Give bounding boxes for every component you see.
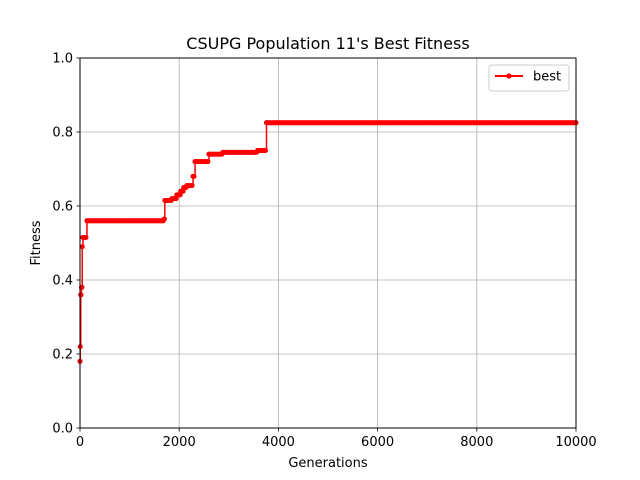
y-tick-label: 0.4 <box>52 274 73 289</box>
data-point <box>192 159 198 165</box>
data-point <box>78 292 84 298</box>
x-axis: 0 2000 4000 6000 8000 10000 <box>76 428 597 450</box>
data-point <box>79 244 85 250</box>
data-point <box>84 218 90 224</box>
chart-title: CSUPG Population 11's Best Fitness <box>186 34 469 53</box>
y-axis-label: Fitness <box>29 220 44 265</box>
data-point <box>178 188 184 194</box>
series-line-best <box>79 122 576 363</box>
legend: best <box>488 64 570 92</box>
x-tick-label: 0 <box>76 435 84 450</box>
data-point <box>189 183 195 189</box>
legend-label-best: best <box>533 70 561 85</box>
x-axis-label: Generations <box>288 456 368 471</box>
data-point <box>190 173 196 179</box>
data-point <box>220 149 226 155</box>
data-point <box>169 196 175 202</box>
data-point <box>263 148 269 153</box>
data-point <box>161 216 167 222</box>
series-markers-best <box>77 120 579 364</box>
grid-lines <box>79 57 577 429</box>
legend-box <box>488 64 570 92</box>
data-point <box>174 192 180 198</box>
x-tick-label: 2000 <box>163 435 196 450</box>
x-tick-label: 4000 <box>262 435 295 450</box>
y-axis: 0.0 0.2 0.4 0.6 0.8 1.0 <box>52 52 80 437</box>
data-point <box>205 159 211 165</box>
x-tick-label: 6000 <box>361 435 394 450</box>
data-point <box>206 151 212 157</box>
series-best <box>77 120 579 364</box>
data-point <box>263 120 269 126</box>
x-tick-label: 10000 <box>555 435 596 450</box>
data-point <box>184 183 190 189</box>
data-point <box>80 234 86 240</box>
y-tick-label: 0.6 <box>52 200 73 215</box>
plot-frame <box>79 57 577 429</box>
data-point <box>255 148 261 153</box>
y-tick-label: 0.8 <box>52 126 73 141</box>
x-tick-label: 8000 <box>460 435 493 450</box>
legend-swatch-marker <box>506 73 512 79</box>
data-point <box>162 197 168 203</box>
y-tick-label: 0.2 <box>52 348 73 363</box>
y-tick-label: 1.0 <box>52 52 73 67</box>
y-tick-label: 0.0 <box>52 422 73 437</box>
